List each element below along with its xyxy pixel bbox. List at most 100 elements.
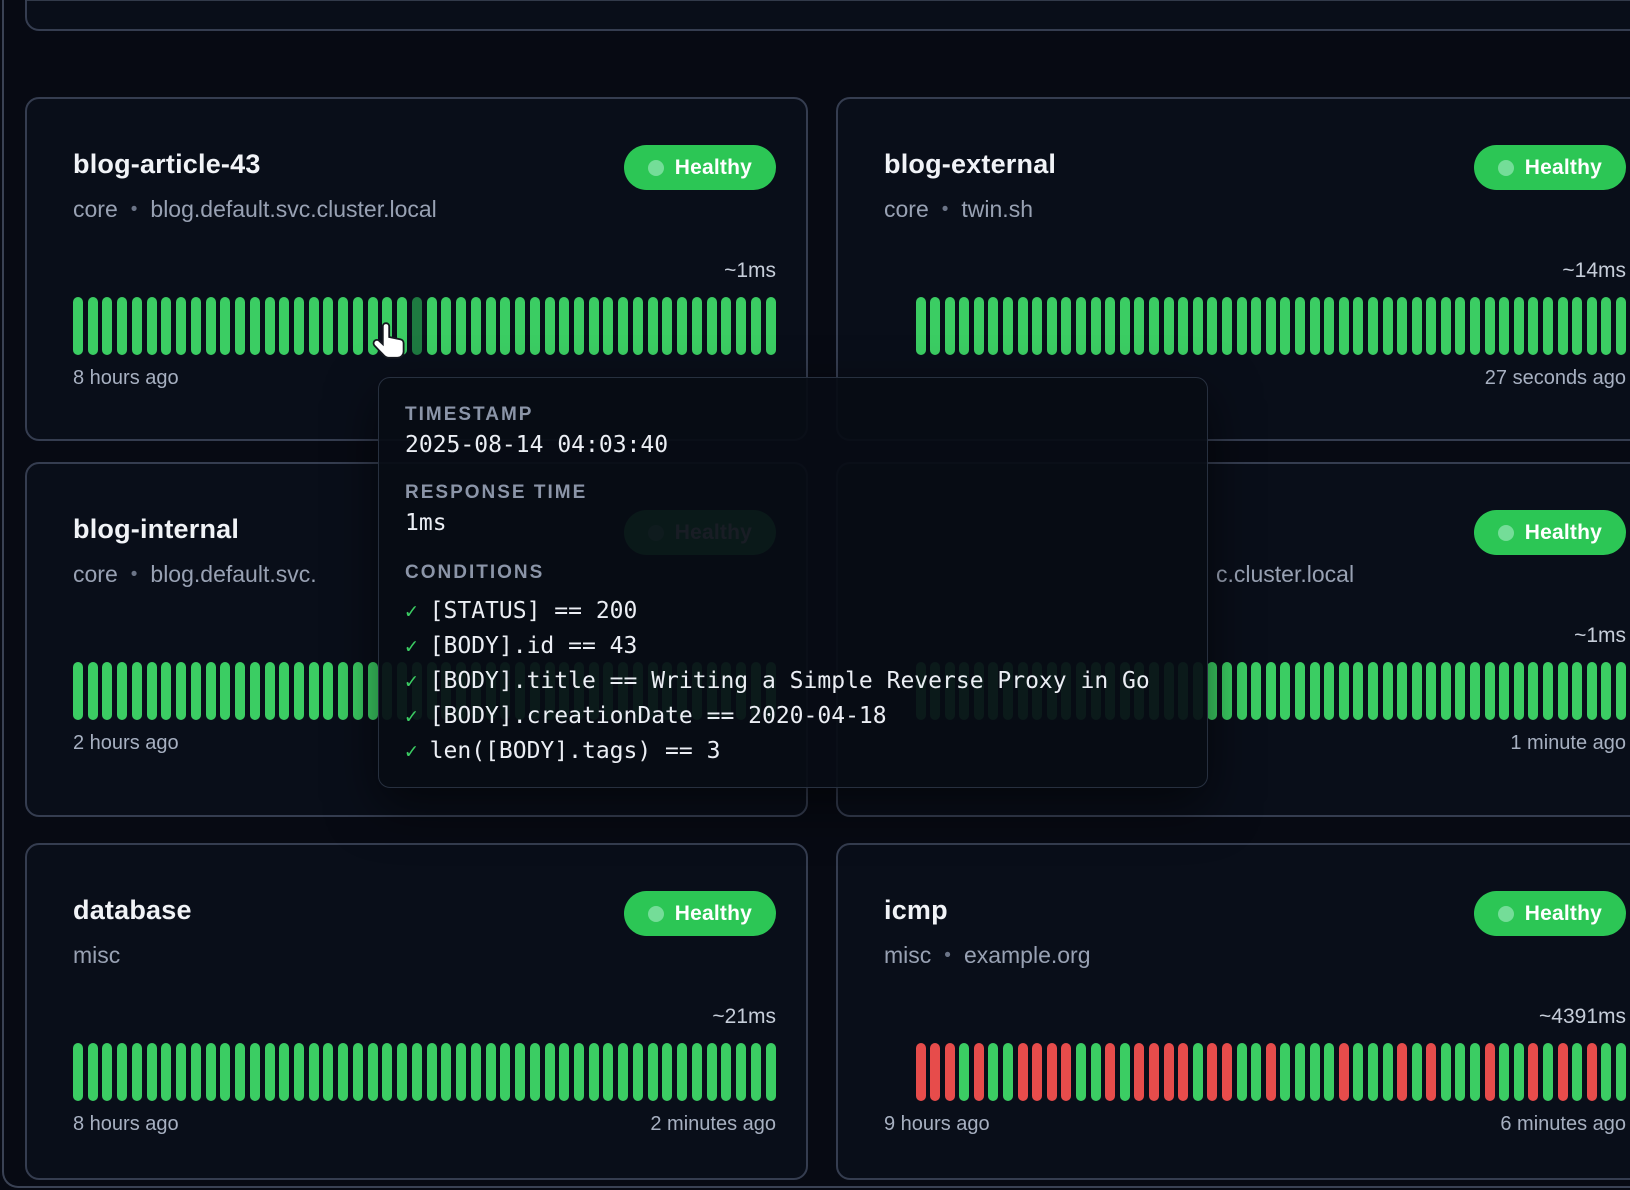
uptime-bar[interactable] [1441,297,1451,355]
uptime-bar[interactable] [1193,1043,1203,1101]
uptime-bar[interactable] [191,297,201,355]
uptime-bar[interactable] [589,297,599,355]
uptime-bar[interactable] [974,1043,984,1101]
uptime-bar[interactable] [294,662,304,720]
uptime-bar[interactable] [916,297,926,355]
uptime-bar[interactable] [1076,297,1086,355]
uptime-bar[interactable] [1470,1043,1480,1101]
uptime-bar[interactable] [1295,297,1305,355]
uptime-bar[interactable] [132,297,142,355]
uptime-bar[interactable] [751,1043,761,1101]
uptime-bar[interactable] [323,297,333,355]
uptime-bar[interactable] [1324,1043,1334,1101]
uptime-bar[interactable] [176,1043,186,1101]
uptime-bar[interactable] [338,662,348,720]
uptime-bar[interactable] [1514,1043,1524,1101]
uptime-bar[interactable] [530,1043,540,1101]
uptime-bar[interactable] [1120,297,1130,355]
uptime-bar[interactable] [707,297,717,355]
uptime-bar[interactable] [945,297,955,355]
uptime-bar[interactable] [250,1043,260,1101]
uptime-bar[interactable] [161,662,171,720]
uptime-bar[interactable] [500,1043,510,1101]
uptime-bar[interactable] [1222,662,1232,720]
uptime-bar[interactable] [1543,1043,1553,1101]
uptime-bar[interactable] [1528,1043,1538,1101]
uptime-bar[interactable] [1222,297,1232,355]
uptime-bar[interactable] [1455,297,1465,355]
uptime-bar[interactable] [176,662,186,720]
uptime-bar[interactable] [1426,1043,1436,1101]
uptime-bar[interactable] [1164,1043,1174,1101]
uptime-bar[interactable] [1339,1043,1349,1101]
uptime-bar[interactable] [1441,662,1451,720]
uptime-bar[interactable] [1558,297,1568,355]
uptime-bar[interactable] [471,1043,481,1101]
uptime-bar[interactable] [1003,1043,1013,1101]
uptime-bar[interactable] [1047,1043,1057,1101]
uptime-bar[interactable] [988,1043,998,1101]
uptime-bar[interactable] [382,297,392,355]
uptime-bar[interactable] [1572,1043,1582,1101]
uptime-bar[interactable] [1368,1043,1378,1101]
uptime-bar[interactable] [1178,1043,1188,1101]
uptime-bar[interactable] [147,297,157,355]
uptime-bar[interactable] [751,297,761,355]
uptime-bar[interactable] [412,1043,422,1101]
uptime-bar[interactable] [1601,1043,1611,1101]
uptime-bar[interactable] [220,1043,230,1101]
uptime-bar[interactable] [176,297,186,355]
uptime-bar[interactable] [1353,297,1363,355]
uptime-bar[interactable] [677,1043,687,1101]
uptime-bar[interactable] [206,662,216,720]
uptime-bar[interactable] [633,297,643,355]
uptime-bar[interactable] [1543,662,1553,720]
uptime-bar[interactable] [1003,297,1013,355]
uptime-bar[interactable] [102,1043,112,1101]
uptime-bar[interactable] [515,1043,525,1101]
uptime-bar[interactable] [530,297,540,355]
uptime-bar[interactable] [1426,297,1436,355]
endpoint-card-icmp[interactable]: icmpmisc•example.orgHealthy~4391ms9 hour… [836,843,1630,1180]
uptime-bar[interactable] [1397,662,1407,720]
uptime-bar[interactable] [662,1043,672,1101]
uptime-bar[interactable] [1310,662,1320,720]
uptime-bar[interactable] [191,662,201,720]
uptime-bar[interactable] [618,1043,628,1101]
uptime-bar[interactable] [1455,662,1465,720]
uptime-bar[interactable] [1558,662,1568,720]
uptime-bar[interactable] [945,1043,955,1101]
uptime-bar[interactable] [559,1043,569,1101]
uptime-bar[interactable] [265,297,275,355]
uptime-bar[interactable] [309,1043,319,1101]
uptime-bar[interactable] [1032,1043,1042,1101]
uptime-bar[interactable] [1572,297,1582,355]
uptime-bar[interactable] [1485,1043,1495,1101]
uptime-bar[interactable] [397,1043,407,1101]
uptime-bar[interactable] [633,1043,643,1101]
uptime-bar[interactable] [1237,297,1247,355]
uptime-bar[interactable] [692,297,702,355]
uptime-bar[interactable] [589,1043,599,1101]
uptime-bar[interactable] [147,662,157,720]
uptime-bar[interactable] [486,1043,496,1101]
uptime-bar[interactable] [323,1043,333,1101]
uptime-bar[interactable] [1310,297,1320,355]
uptime-bar[interactable] [1353,1043,1363,1101]
uptime-bar[interactable] [1397,1043,1407,1101]
uptime-bar[interactable] [73,662,83,720]
uptime-bar[interactable] [1485,662,1495,720]
uptime-bar[interactable] [648,1043,658,1101]
uptime-bar[interactable] [397,297,407,355]
uptime-bar[interactable] [1339,662,1349,720]
uptime-bar[interactable] [427,1043,437,1101]
uptime-bar[interactable] [1091,297,1101,355]
uptime-bar[interactable] [235,662,245,720]
uptime-bar[interactable] [1485,297,1495,355]
uptime-bar[interactable] [1105,297,1115,355]
uptime-bar[interactable] [309,662,319,720]
uptime-bar[interactable] [88,1043,98,1101]
uptime-bar[interactable] [73,1043,83,1101]
uptime-bar[interactable] [73,297,83,355]
uptime-bar[interactable] [1601,297,1611,355]
